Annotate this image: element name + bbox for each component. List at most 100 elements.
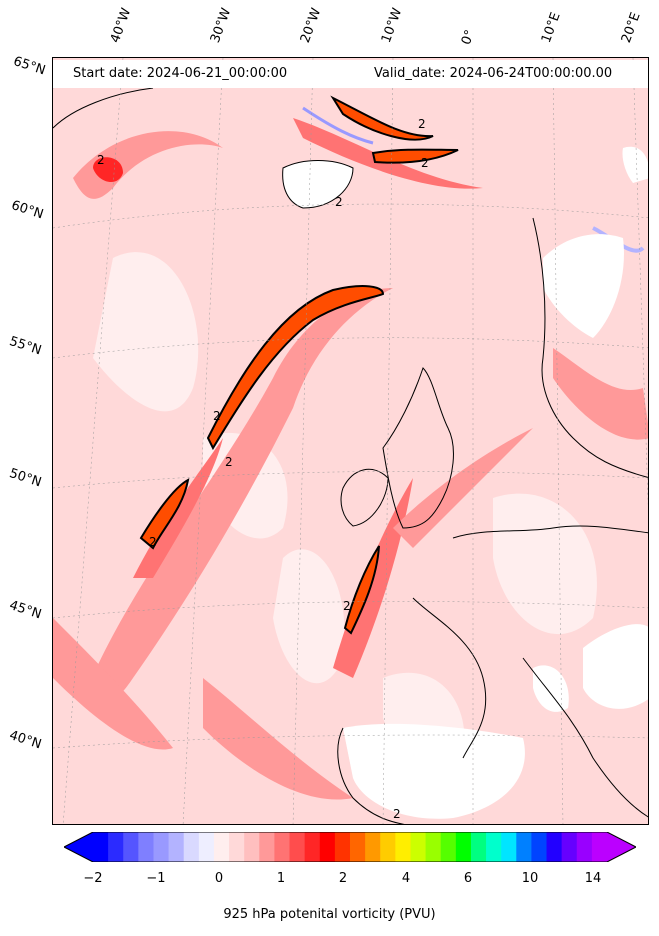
lat-label-45n: 45°N — [7, 598, 44, 623]
colorbar-swatch — [183, 832, 200, 862]
lat-label-50n: 50°N — [7, 466, 44, 491]
greenland-coastline — [53, 87, 154, 129]
pv-contour-2-iceland-east — [371, 148, 459, 164]
france-coastline — [412, 597, 487, 759]
contour-label: 2 — [343, 599, 351, 613]
colorbar-swatch — [546, 832, 563, 862]
lon-label-20w: 20°W — [297, 6, 325, 45]
iceland-landmass — [282, 160, 354, 209]
colorbar-swatch — [410, 832, 427, 862]
colorbar-swatch — [123, 832, 139, 862]
colorbar-swatch — [229, 832, 245, 862]
pv-contour-2-west — [139, 478, 190, 550]
graticule — [53, 58, 648, 824]
contour-label: 2 — [393, 807, 401, 821]
pv-band-iceland — [293, 118, 483, 189]
pv-band-southwest — [53, 618, 173, 750]
colorbar-tick: 0 — [214, 871, 224, 886]
lon-label-20e: 20°E — [618, 10, 644, 46]
italy-coastline — [522, 657, 648, 818]
colorbar-swatch — [486, 832, 502, 862]
colorbar-swatch — [561, 832, 578, 862]
lat-label-60n: 60°N — [9, 198, 46, 223]
colorbar-swatch — [153, 832, 170, 862]
pv-low-patch — [93, 252, 199, 412]
pv-low-patch — [493, 493, 597, 635]
colorbar — [64, 832, 636, 862]
pv-contour-2-biscay — [343, 545, 380, 635]
colorbar-swatch — [455, 832, 472, 862]
colorbar-swatch — [440, 832, 457, 862]
colorbar-tick: 2 — [338, 871, 348, 886]
contour-label: 2 — [335, 195, 343, 209]
colorbar-swatch — [138, 832, 154, 862]
pv-band-south — [203, 678, 353, 800]
map-panel: 2 2 2 2 2 2 2 2 2 — [52, 57, 649, 825]
lon-label-10e: 10°E — [538, 10, 564, 46]
colorbar-swatch — [93, 832, 109, 862]
colorbar-swatch — [516, 832, 532, 862]
contour-label: 2 — [149, 535, 157, 549]
pv-band-uk — [393, 428, 533, 548]
valid-date-label: Valid_date: 2024-06-24T00:00:00.00 — [374, 66, 613, 81]
alps-mask — [583, 624, 648, 709]
colorbar-swatch — [501, 832, 517, 862]
colorbar-label: 925 hPa potenital vorticity (PVU) — [223, 907, 436, 922]
colorbar-swatch — [576, 832, 593, 862]
colorbar-swatch — [213, 832, 230, 862]
colorbar-swatch — [304, 832, 321, 862]
lat-label-40n: 40°N — [7, 728, 44, 753]
contour-label: 2 — [213, 409, 221, 423]
colorbar-swatch — [319, 832, 336, 862]
pv-low-patch — [273, 549, 345, 684]
lon-label-10w: 10°W — [378, 6, 406, 45]
colorbar-swatch — [108, 832, 124, 862]
colorbar-extend-max — [607, 832, 636, 862]
colorbar-swatch — [244, 832, 260, 862]
colorbar-swatch — [470, 832, 487, 862]
great-britain-coastline — [382, 367, 454, 529]
lat-label-55n: 55°N — [7, 334, 44, 359]
massif-central-mask — [533, 665, 569, 712]
colorbar-swatch — [350, 832, 366, 862]
pv-contour-2-atlantic — [206, 285, 385, 451]
colorbar-swatch — [425, 832, 442, 862]
ireland-coastline — [340, 468, 389, 527]
colorbar-swatch — [365, 832, 381, 862]
iberia-coastline — [337, 727, 405, 824]
start-date-label: Start date: 2024-06-21_00:00:00 — [73, 66, 288, 81]
contour-label: 2 — [421, 156, 429, 170]
iberia-mask — [343, 723, 525, 819]
lat-label-65n: 65°N — [11, 54, 48, 79]
colorbar-swatch — [395, 832, 411, 862]
colorbar-swatch — [334, 832, 351, 862]
lon-label-0: 0° — [458, 27, 479, 47]
pv-core-west — [93, 157, 123, 183]
colorbar-tick: −2 — [83, 871, 103, 886]
colorbar-swatch — [198, 832, 215, 862]
colorbar-extend-min — [64, 832, 93, 862]
colorbar-swatch — [168, 832, 185, 862]
contour-label: 2 — [418, 117, 426, 131]
pv-negative-streak — [302, 106, 374, 145]
lon-label-40w: 40°W — [107, 6, 135, 45]
colorbar-tick: −1 — [146, 871, 166, 886]
colorbar-swatch — [289, 832, 306, 862]
colorbar-swatch — [259, 832, 275, 862]
colorbar-tick: 14 — [584, 871, 602, 886]
pv-field-map: 2 2 2 2 2 2 2 2 2 — [53, 58, 648, 824]
contour-label: 2 — [97, 153, 105, 167]
lon-label-30w: 30°W — [207, 6, 235, 45]
colorbar-swatch — [531, 832, 548, 862]
scandinavia-coastline — [532, 217, 648, 478]
pv-band-scandinavia — [553, 348, 648, 440]
norway-north-mask — [622, 146, 648, 183]
colorbar-tick: 10 — [521, 871, 539, 886]
colorbar-tick: 6 — [463, 871, 473, 886]
pv-band-atlantic — [83, 288, 393, 709]
colorbar-tick: 4 — [401, 871, 411, 886]
colorbar-swatch — [380, 832, 396, 862]
north-europe-coastline — [452, 525, 648, 539]
colorbar-tick: 1 — [276, 871, 286, 886]
scandinavia-mask — [543, 234, 624, 338]
